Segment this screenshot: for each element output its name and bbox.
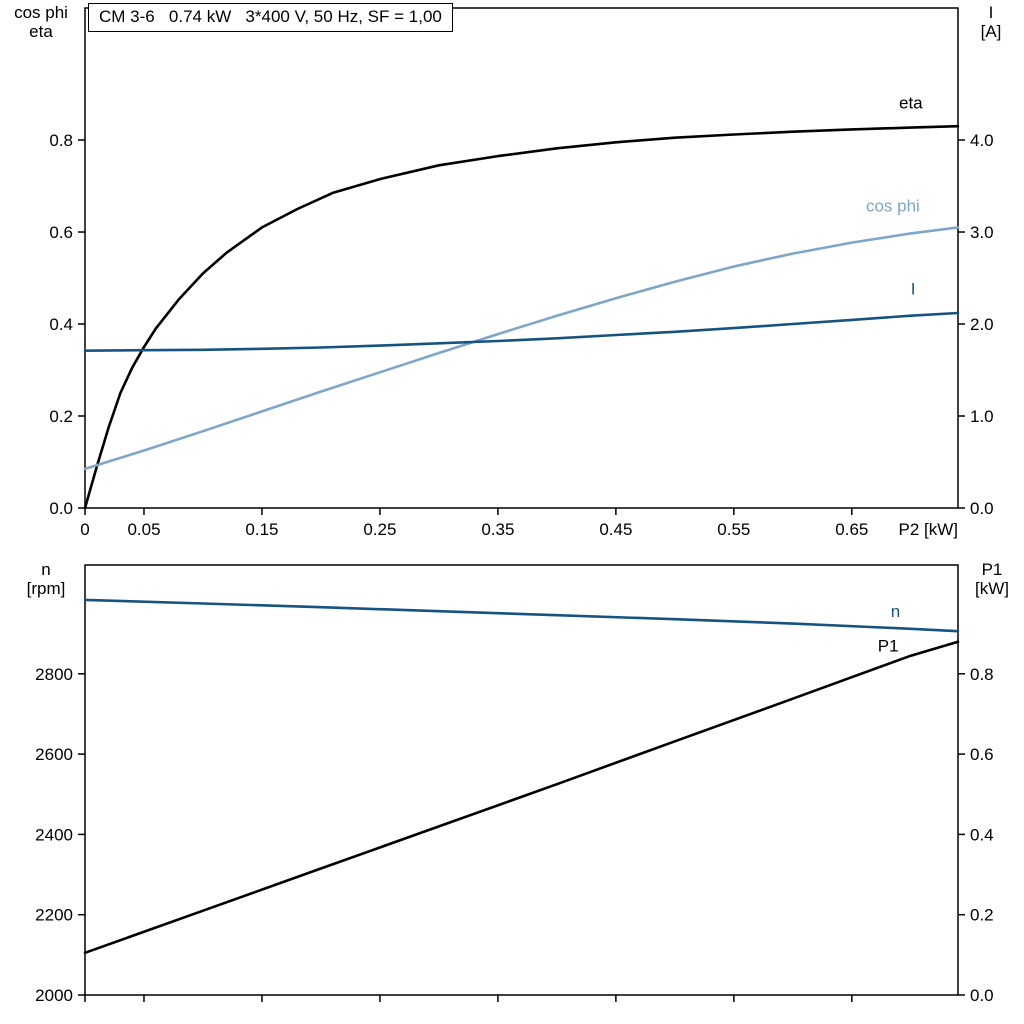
series-label-cos-phi: cos phi [866,196,920,215]
top-right-axis-title: I [A] [962,3,1020,41]
y-left-tick-label: 0.4 [49,315,73,334]
y-right-tick-label: 0.8 [970,665,994,684]
x-axis-unit-label: P2 [kW] [898,520,958,539]
series-label-n: n [891,602,900,621]
bottom-left-axis-title: n [rpm] [6,560,86,598]
plot-frame [84,564,959,996]
x-tick-label: 0 [80,520,89,539]
series-n [83,598,960,633]
y-right-tick-label: 0.4 [970,825,994,844]
x-tick-label: 0.65 [835,520,868,539]
bottom-chart: 2000 2200 2400 2600 2800 0.0 0.2 0.4 0.6 0.8 n P1 [35,564,994,1005]
y-right-tick-label: 3.0 [970,223,994,242]
series-I [83,311,960,353]
x-tick-label: 0.45 [599,520,632,539]
x-tick-label: 0.35 [481,520,514,539]
x-tick-label: 0.25 [363,520,396,539]
series-label-eta: eta [899,94,923,113]
axis-title-eta: eta [29,22,53,41]
y-left-tick-label: 0.0 [49,499,73,518]
top-chart: 0 0.05 0.15 0.25 0.35 0.45 0.55 0.65 P2 [kW] 0.0 0… [49,7,994,539]
series-cos-phi [83,226,960,471]
bottom-right-axis-title: P1 [kW] [962,560,1022,598]
y-left-tick-label: 0.6 [49,223,73,242]
axis-title-current-unit: [A] [980,22,1002,41]
axis-title-p1-unit: [kW] [975,579,1009,598]
plot-frame [84,7,959,509]
y-left-tick-label: 2200 [35,906,73,925]
axis-title-speed-unit: [rpm] [26,579,66,598]
y-left-tick-label: 2000 [35,986,73,1005]
y-left-tick-label: 2600 [35,745,73,764]
y-right-tick-label: 0.2 [970,906,994,925]
y-right-tick-label: 0.6 [970,745,994,764]
y-left-tick-label: 2800 [35,665,73,684]
x-tick-label: 0.15 [245,520,278,539]
axis-title-cos-phi: cos phi [14,3,68,22]
series-P1 [83,640,960,955]
y-right-tick-label: 2.0 [970,315,994,334]
x-tick-label: 0.05 [127,520,160,539]
y-right-tick-label: 0.0 [970,499,994,518]
axis-title-p1: P1 [981,560,1003,579]
series-label-P1: P1 [878,637,899,656]
y-left-tick-label: 2400 [35,825,73,844]
y-right-tick-label: 1.0 [970,407,994,426]
axis-title-current: I [988,3,994,22]
y-right-tick-label: 0.0 [970,986,994,1005]
series-eta [83,124,960,510]
x-tick-label: 0.55 [717,520,750,539]
axis-title-speed: n [41,560,51,579]
y-right-tick-label: 4.0 [970,131,994,150]
series-label-I: I [911,280,916,299]
chart-title-box: CM 3-6 0.74 kW 3*400 V, 50 Hz, SF = 1,00 [88,3,453,32]
y-left-tick-label: 0.8 [49,131,73,150]
top-left-axis-title: cos phi eta [0,3,82,41]
y-left-tick-label: 0.2 [49,407,73,426]
